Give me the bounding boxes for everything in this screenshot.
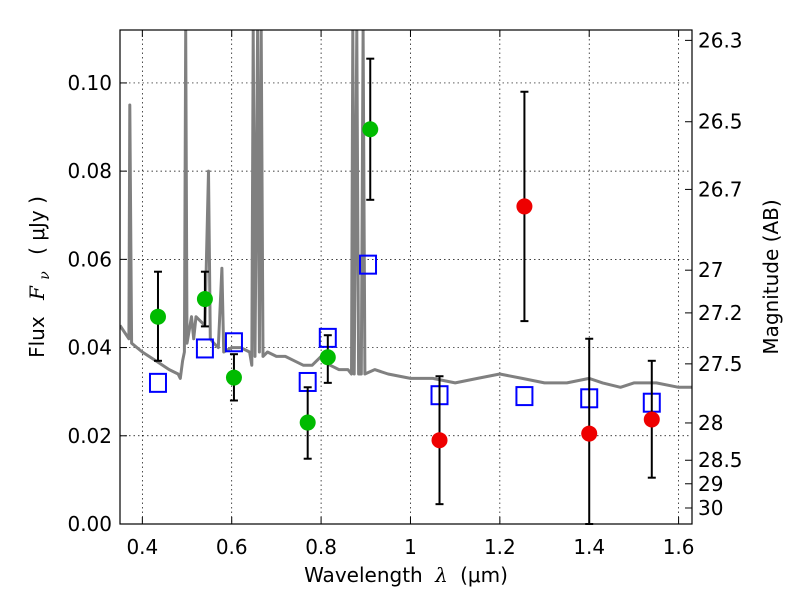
photometry-point [319, 349, 336, 366]
model-spectrum-line [120, 30, 692, 389]
point-layer [148, 57, 661, 525]
photometry-point [643, 411, 660, 428]
y2-tick-label: 29 [698, 472, 723, 496]
y-axis-label-sub: ν [37, 271, 53, 280]
y-axis-label-symbol: F [25, 285, 49, 301]
x-tick-label: 1.6 [663, 535, 695, 559]
x-axis-label: Wavelength λ (μm) [304, 563, 508, 587]
y-tick-label: 0.00 [67, 512, 112, 536]
photometry-point [299, 414, 316, 431]
photometry-point [516, 198, 533, 215]
x-tick-label: 0.6 [216, 535, 248, 559]
y-tick-label: 0.08 [67, 159, 112, 183]
plot-background [120, 30, 692, 524]
photometry-point [196, 291, 213, 308]
photometry-point [431, 432, 448, 449]
x-axis-label-main: Wavelength [304, 563, 423, 587]
photometry-point [362, 121, 379, 138]
x-tick-label: 1.4 [573, 535, 605, 559]
ticks: 0.4 0.6 0.8 1 1.2 1.4 1.6 0.00 0.02 0.04 0.06 0.08 0… [67, 28, 742, 559]
y2-tick-label: 30 [698, 496, 723, 520]
y2-axis-label: Magnitude (AB) [759, 199, 783, 354]
y-axis-label-main: Flux [25, 316, 49, 358]
model-flux-square [359, 254, 378, 275]
y2-tick-label: 28.5 [698, 448, 743, 472]
y-tick-label: 0.10 [67, 71, 112, 95]
y-axis-label-unit: ( μJy ) [25, 196, 49, 255]
data-layer [120, 30, 692, 389]
y-tick-label: 0.04 [67, 336, 112, 360]
x-axis-label-symbol: λ [434, 563, 448, 587]
x-tick-label: 1 [404, 535, 417, 559]
model-flux-square [224, 332, 243, 353]
y2-tick-label: 26.3 [698, 28, 743, 52]
x-tick-label: 0.4 [126, 535, 158, 559]
x-axis-label-unit: (μm) [460, 563, 508, 587]
y2-tick-label: 28 [698, 411, 723, 435]
y2-tick-label: 27 [698, 258, 723, 282]
x-tick-label: 0.8 [305, 535, 337, 559]
plot-frame [119, 29, 693, 525]
photometry-point [581, 425, 598, 442]
y-tick-label: 0.02 [67, 424, 112, 448]
y2-tick-label: 26.5 [698, 110, 743, 134]
photometry-point [149, 308, 166, 325]
y2-tick-label: 27.5 [698, 352, 743, 376]
model-flux-square [195, 338, 214, 359]
model-flux-square [148, 372, 167, 393]
model-flux-square [515, 386, 534, 407]
y2-tick-label: 26.7 [698, 177, 743, 201]
photometry-point [225, 369, 242, 386]
y-axis-label: Flux F ν ( μJy ) [25, 196, 54, 358]
x-tick-label: 1.2 [484, 535, 516, 559]
y-tick-label: 0.06 [67, 247, 112, 271]
y2-tick-label: 27.2 [698, 301, 743, 325]
